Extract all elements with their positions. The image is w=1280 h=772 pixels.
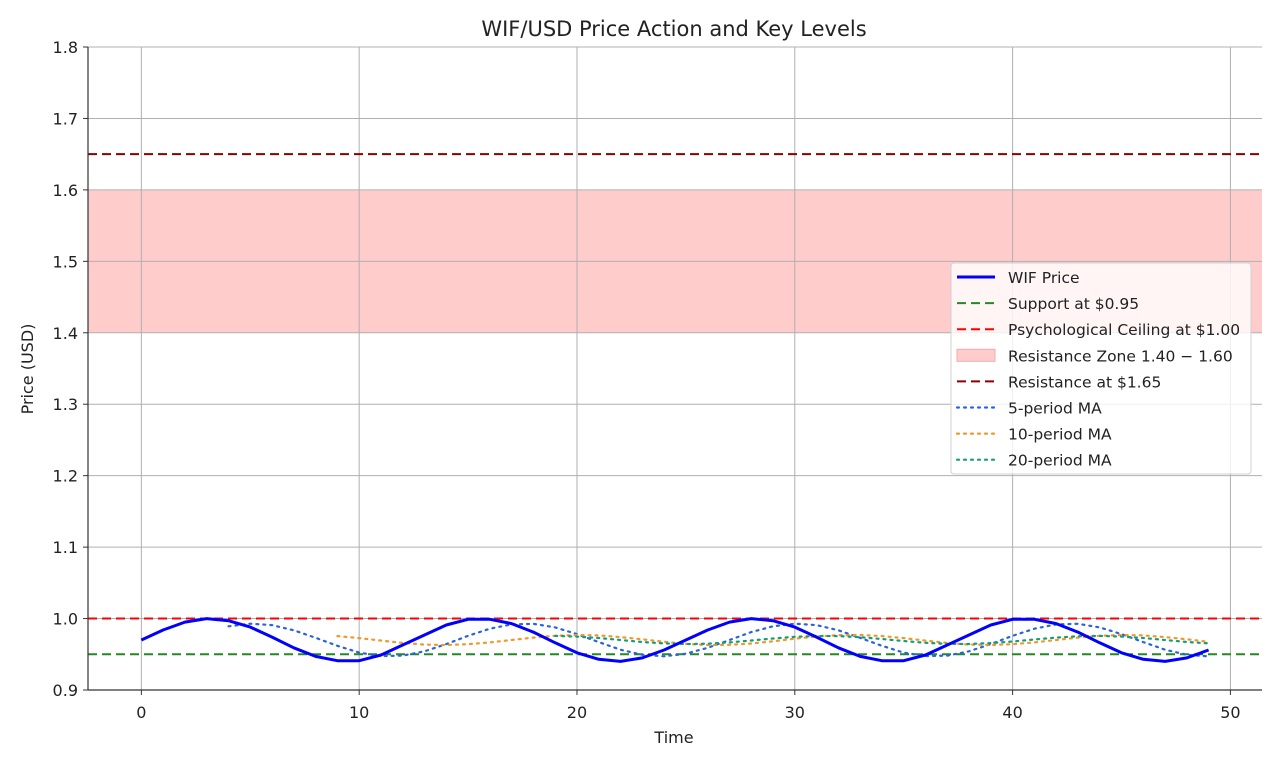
ma-line-5 xyxy=(227,622,1210,658)
ma-line-10 xyxy=(336,633,1210,647)
x-tick-label: 40 xyxy=(1002,703,1022,722)
x-axis-label: Time xyxy=(653,728,693,747)
y-tick-label: 1.0 xyxy=(53,610,78,629)
y-axis-label: Price (USD) xyxy=(18,324,37,415)
y-tick-label: 1.6 xyxy=(53,181,78,200)
ma-line-20 xyxy=(554,634,1210,646)
x-tick-label: 30 xyxy=(785,703,805,722)
legend-label: 5-period MA xyxy=(1008,400,1102,418)
legend-label: Support at $0.95 xyxy=(1008,295,1139,313)
y-tick-label: 0.9 xyxy=(53,681,78,700)
y-tick-label: 1.4 xyxy=(53,324,78,343)
y-tick-label: 1.8 xyxy=(53,38,78,57)
x-tick-label: 10 xyxy=(349,703,369,722)
y-tick-label: 1.1 xyxy=(53,538,78,557)
x-tick-label: 50 xyxy=(1220,703,1240,722)
y-tick-label: 1.3 xyxy=(53,395,78,414)
y-tick-label: 1.7 xyxy=(53,109,78,128)
legend-label: 10-period MA xyxy=(1008,426,1112,444)
y-tick-label: 1.5 xyxy=(53,252,78,271)
chart-title: WIF/USD Price Action and Key Levels xyxy=(481,17,866,41)
legend-label: Resistance at $1.65 xyxy=(1008,373,1161,391)
x-tick-label: 20 xyxy=(567,703,587,722)
legend-label: WIF Price xyxy=(1008,269,1080,287)
legend-label: Resistance Zone 1.40 − 1.60 xyxy=(1008,347,1233,365)
legend-swatch xyxy=(956,348,996,362)
legend-label: Psychological Ceiling at $1.00 xyxy=(1008,321,1240,339)
legend-box xyxy=(950,262,1252,475)
legend-label: 20-period MA xyxy=(1008,452,1112,470)
x-tick-label: 0 xyxy=(136,703,146,722)
y-tick-label: 1.2 xyxy=(53,467,78,486)
price-line xyxy=(140,617,1210,663)
legend: WIF Price Support at $0.95 Psychological C… xyxy=(950,262,1252,475)
